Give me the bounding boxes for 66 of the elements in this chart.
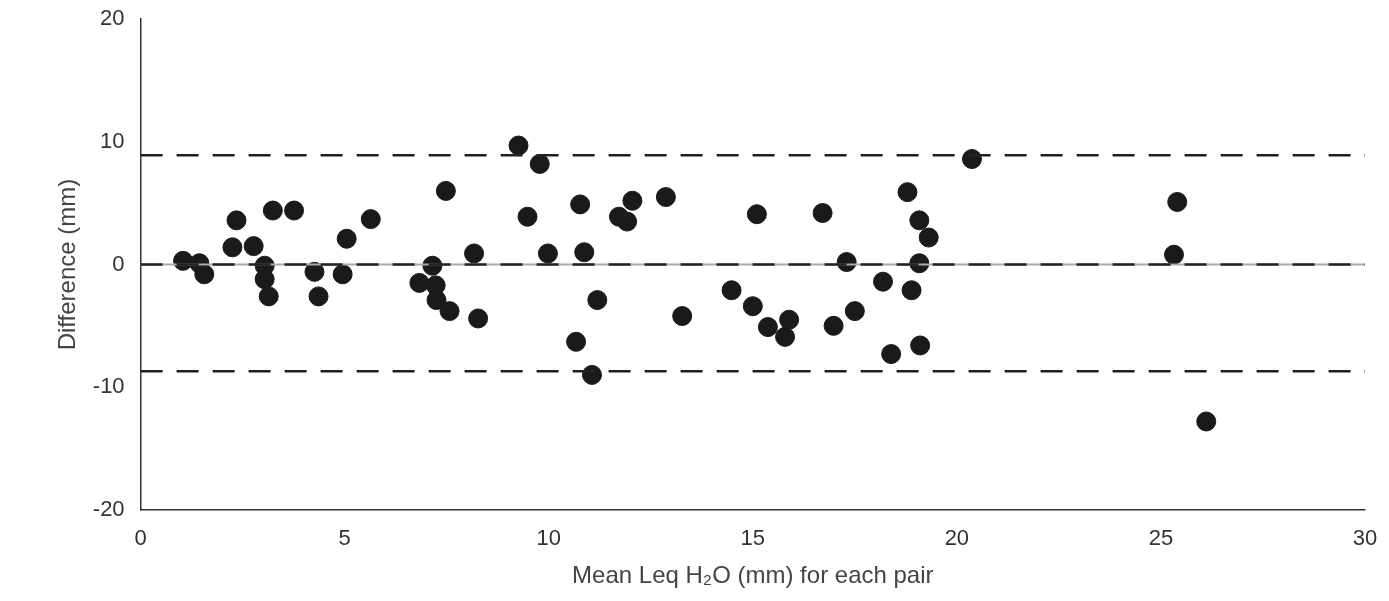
point [517,206,538,227]
point [570,194,591,215]
point [1196,411,1217,432]
point [721,280,742,301]
point [897,182,918,203]
point [332,264,353,285]
point [243,236,264,257]
point [742,296,763,317]
point [823,315,844,336]
point [617,211,638,232]
point [468,308,489,329]
point [961,149,982,170]
point [360,209,381,230]
point [308,286,329,307]
y-tick-label: 20 [100,5,125,31]
point [529,153,550,174]
point [746,204,767,225]
x-tick-label: 20 [944,525,970,551]
point [872,271,893,292]
point [194,264,215,285]
point [779,309,800,330]
x-axis-title: Mean Leq H₂O (mm) for each pair [572,561,934,589]
y-axis-title: Difference (mm) [53,178,81,351]
point [901,280,922,301]
point [655,187,676,208]
point [537,243,558,264]
y-tick-label: -20 [92,495,125,521]
point [508,135,529,156]
x-tick-label: 25 [1148,525,1174,551]
point [881,344,902,365]
point [574,242,595,263]
point [812,202,833,223]
point [409,272,430,293]
point [622,190,643,211]
x-tick-label: 10 [536,525,561,551]
x-tick-label: 5 [338,525,351,551]
point [254,269,275,290]
y-tick-label: 0 [112,250,125,276]
point [581,364,602,385]
point [262,200,283,221]
point [464,243,485,264]
point [258,286,279,307]
point [226,210,247,231]
x-tick-label: 30 [1352,525,1378,551]
point [435,180,456,201]
x-tick-label: 0 [134,525,147,551]
point [910,335,931,356]
point [336,228,357,249]
point [587,290,608,311]
point [775,326,796,347]
point [304,261,325,282]
point [222,237,243,258]
point [566,331,587,352]
point [1167,191,1188,212]
point [672,306,693,327]
point [909,210,930,231]
y-tick-label: 10 [100,127,125,153]
x-tick-label: 15 [740,525,766,551]
point [918,227,939,248]
point [1163,244,1184,265]
point [439,301,460,322]
point [844,301,865,322]
point [426,290,447,311]
point [284,200,305,221]
y-tick-label: -10 [92,373,125,399]
point [757,317,778,338]
